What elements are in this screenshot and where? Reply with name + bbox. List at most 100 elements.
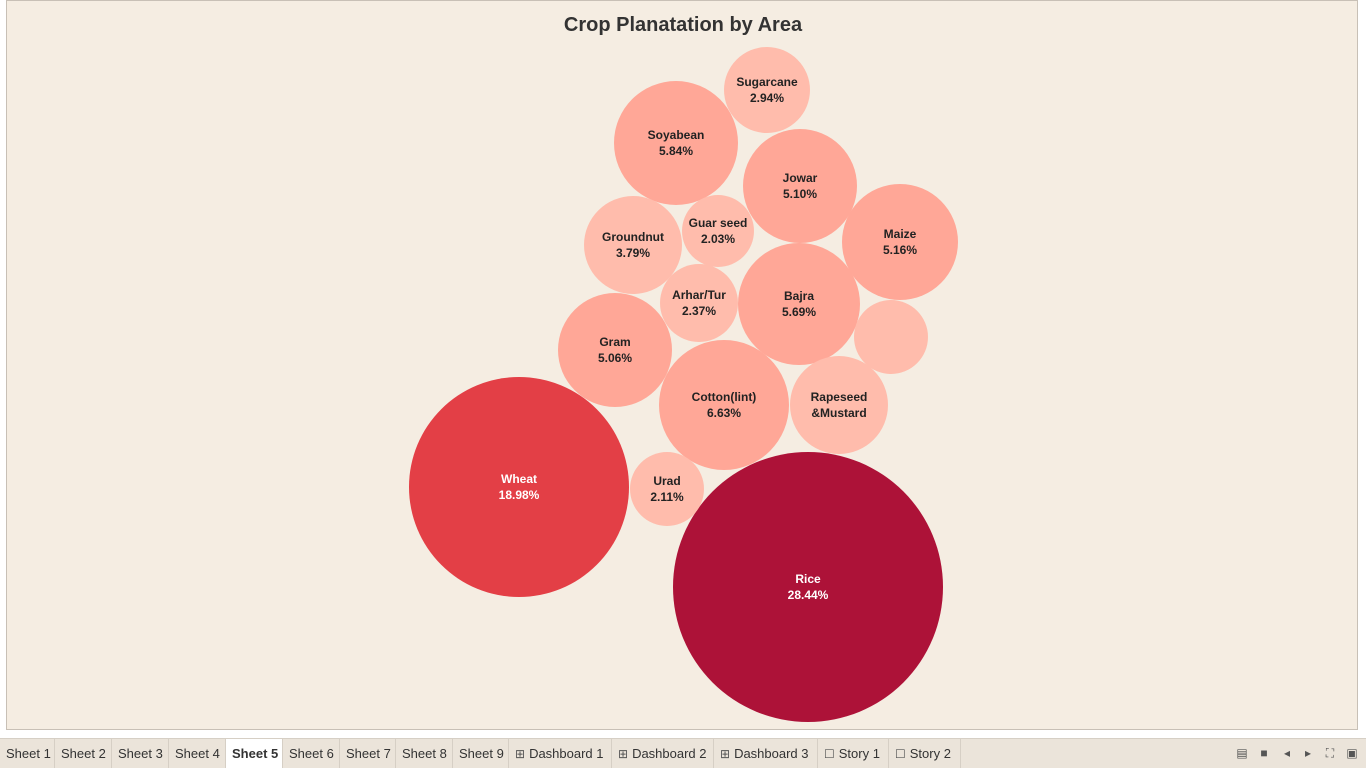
sheet-tab-bar: Sheet 1 Sheet 2 Sheet 3 Sheet 4 Sheet 5 Sheet… [0, 738, 1366, 768]
bubble-label: Wheat [501, 472, 537, 486]
tab-label: Sheet 4 [175, 746, 220, 761]
bubble-soyabean[interactable]: Soyabean 5.84% [614, 81, 738, 205]
bubble-circle[interactable] [790, 356, 888, 454]
presentation-mode-icon[interactable]: ▣ [1346, 746, 1358, 760]
bubble-guar-seed[interactable]: Guar seed 2.03% [682, 195, 754, 267]
bubble-groundnut[interactable]: Groundnut 3.79% [584, 196, 682, 294]
tab-sheet-2[interactable]: Sheet 2 [55, 739, 112, 768]
bubble-circle[interactable] [842, 184, 958, 300]
tab-label: Story 1 [838, 746, 880, 761]
tab-label: Sheet 6 [289, 746, 334, 761]
bubble-label: Cotton(lint) [692, 390, 757, 404]
bubble-circle[interactable] [614, 81, 738, 205]
chart-title: Crop Planatation by Area [563, 14, 803, 36]
bubble-label: Groundnut [602, 230, 664, 244]
tab-label: Dashboard 2 [632, 746, 707, 761]
bubble-value-label: 18.98% [499, 488, 540, 502]
bubble-label: Jowar [783, 171, 818, 185]
tab-sheet-4[interactable]: Sheet 4 [169, 739, 226, 768]
bubble-circle[interactable] [584, 196, 682, 294]
bubble-rapeseed-mustard[interactable]: Rapeseed&Mustard [790, 356, 888, 454]
bubble-label: Rice [795, 572, 821, 586]
bubble-circle[interactable] [409, 377, 629, 597]
bubble-value-label: 28.44% [788, 588, 829, 602]
story-icon: ☐ [824, 747, 835, 761]
bubble-circle[interactable] [738, 243, 860, 365]
bubble-label: Guar seed [689, 216, 748, 230]
bubble-label: Bajra [784, 289, 814, 303]
show-filmstrip-icon[interactable]: ▤ [1236, 746, 1248, 760]
bubble-value-label: 2.37% [682, 304, 716, 318]
bubble-value-label: 2.03% [701, 232, 735, 246]
bubble-cotton-lint[interactable]: Cotton(lint) 6.63% [659, 340, 789, 470]
tab-label: Sheet 1 [6, 746, 51, 761]
story-icon: ☐ [895, 747, 906, 761]
dashboard-icon: ⊞ [720, 747, 731, 761]
tab-label: Dashboard 1 [529, 746, 604, 761]
tab-sheet-1[interactable]: Sheet 1 [0, 739, 55, 768]
tab-label: Sheet 7 [346, 746, 391, 761]
previous-sheet-icon[interactable]: ◂ [1283, 746, 1291, 760]
bubble-value-label: 6.63% [707, 406, 741, 420]
tab-story-1[interactable]: ☐ Story 1 [818, 739, 889, 768]
bubble-arhar-tur[interactable]: Arhar/Tur 2.37% [660, 264, 738, 342]
bubble-value-label: 5.69% [782, 305, 816, 319]
bubble-circle[interactable] [682, 195, 754, 267]
bubble-jowar[interactable]: Jowar 5.10% [743, 129, 857, 243]
bubble-wheat[interactable]: Wheat 18.98% [409, 377, 629, 597]
tab-label: Sheet 5 [232, 746, 279, 761]
bubble-label: Sugarcane [736, 75, 798, 89]
bubble-circle[interactable] [660, 264, 738, 342]
bubble-circle[interactable] [743, 129, 857, 243]
tab-dashboard-2[interactable]: ⊞ Dashboard 2 [612, 739, 714, 768]
bubble-circle[interactable] [558, 293, 672, 407]
bubble-label: &Mustard [811, 406, 866, 420]
bubble-gram[interactable]: Gram 5.06% [558, 293, 672, 407]
tab-dashboard-3[interactable]: ⊞ Dashboard 3 [714, 739, 818, 768]
tab-sheet-8[interactable]: Sheet 8 [396, 739, 453, 768]
tab-label: Sheet 9 [459, 746, 504, 761]
dashboard-icon: ⊞ [515, 747, 526, 761]
bubble-circle[interactable] [659, 340, 789, 470]
bubble-circle[interactable] [673, 452, 943, 722]
bubble-rice[interactable]: Rice 28.44% [673, 452, 943, 722]
bubble-maize[interactable]: Maize 5.16% [842, 184, 958, 300]
bubble-label: Rapeseed [811, 390, 868, 404]
fullscreen-icon[interactable]: ⛶ [1325, 746, 1335, 760]
tab-sheet-3[interactable]: Sheet 3 [112, 739, 169, 768]
tab-sheet-7[interactable]: Sheet 7 [340, 739, 396, 768]
tab-dashboard-1[interactable]: ⊞ Dashboard 1 [509, 739, 612, 768]
tab-sheet-5[interactable]: Sheet 5 [226, 739, 283, 768]
tab-label: Story 2 [909, 746, 951, 761]
dashboard-icon: ⊞ [618, 747, 629, 761]
tab-label: Sheet 2 [61, 746, 106, 761]
bubble-label: Gram [599, 335, 630, 349]
tab-label: Sheet 3 [118, 746, 163, 761]
bubble-unlabeled[interactable] [854, 300, 928, 374]
bubble-chart: Rice 28.44% Wheat 18.98% Cotton(lint) 6.63% So… [409, 47, 958, 722]
bubble-value-label: 2.11% [650, 490, 684, 504]
tab-story-2[interactable]: ☐ Story 2 [889, 739, 961, 768]
bubble-value-label: 5.10% [783, 187, 817, 201]
bubble-sugarcane[interactable]: Sugarcane 2.94% [724, 47, 810, 133]
bubble-urad[interactable]: Urad 2.11% [630, 452, 704, 526]
tab-sheet-6[interactable]: Sheet 6 [283, 739, 340, 768]
bubble-value-label: 2.94% [750, 91, 784, 105]
bubble-bajra[interactable]: Bajra 5.69% [738, 243, 860, 365]
next-sheet-icon[interactable]: ▸ [1304, 746, 1312, 760]
bubble-label: Maize [884, 227, 917, 241]
bubble-value-label: 5.06% [598, 351, 632, 365]
bubble-value-label: 3.79% [616, 246, 650, 260]
bubble-label: Urad [653, 474, 680, 488]
bubble-label: Arhar/Tur [672, 288, 726, 302]
tab-label: Sheet 8 [402, 746, 447, 761]
bubble-label: Soyabean [648, 128, 705, 142]
show-tabs-icon[interactable]: ■ [1260, 746, 1268, 760]
bubble-circle[interactable] [630, 452, 704, 526]
tab-label: Dashboard 3 [734, 746, 809, 761]
bubble-value-label: 5.84% [659, 144, 693, 158]
tab-sheet-9[interactable]: Sheet 9 [453, 739, 509, 768]
bubble-value-label: 5.16% [883, 243, 917, 257]
bubble-circle[interactable] [724, 47, 810, 133]
bubble-circle[interactable] [854, 300, 928, 374]
